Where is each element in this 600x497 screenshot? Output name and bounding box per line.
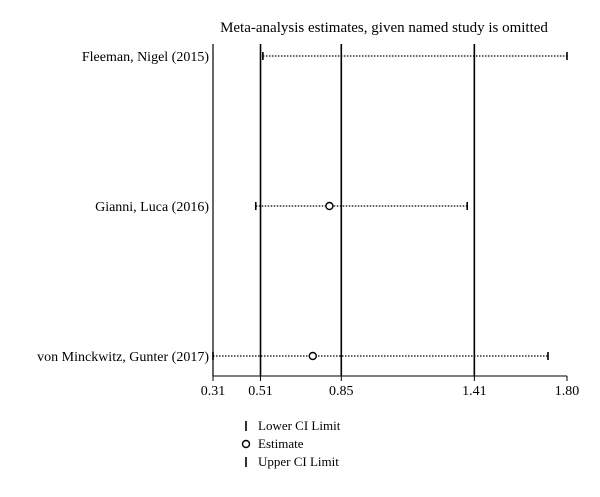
chart-title: Meta-analysis estimates, given named stu… [220, 20, 548, 36]
legend-label: Lower CI Limit [258, 418, 341, 433]
x-tick-label: 0.31 [201, 384, 226, 399]
x-tick-label: 1.80 [555, 384, 580, 399]
study-label: Gianni, Luca (2016) [95, 200, 209, 215]
x-tick-label: 1.41 [462, 384, 487, 399]
legend-label: Estimate [258, 436, 304, 451]
estimate-marker [325, 201, 334, 211]
legend-label: Upper CI Limit [258, 454, 339, 469]
plot-area: 0.31 0.51 0.85 1.41 1.80 Fleeman, Nigel (2015… [37, 44, 579, 399]
x-tick-label: 0.51 [248, 384, 273, 399]
legend: Lower CI Limit Estimate Upper CI Limit [241, 418, 341, 469]
legend-estimate-icon [241, 439, 251, 449]
study-label: von Minckwitz, Gunter (2017) [37, 350, 209, 365]
x-tick-label: 0.85 [329, 384, 354, 399]
estimate-marker [308, 351, 317, 361]
study-label: Fleeman, Nigel (2015) [82, 50, 209, 65]
